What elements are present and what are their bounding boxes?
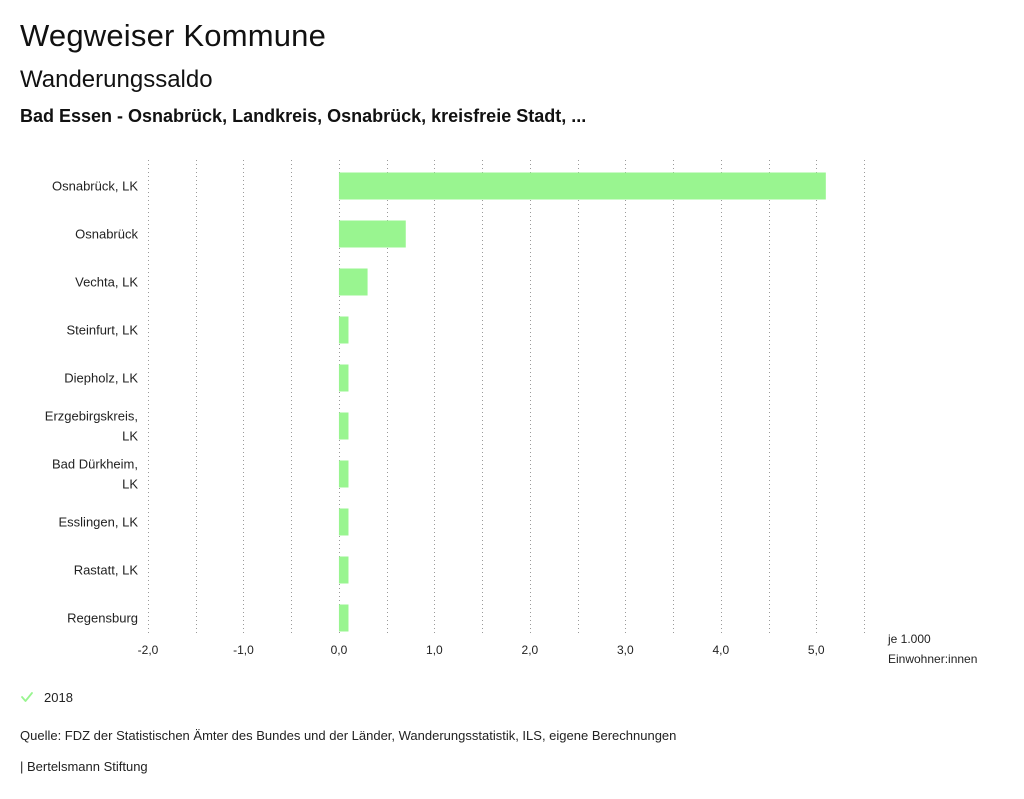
legend[interactable]: 2018 bbox=[20, 686, 73, 708]
region-selection: Bad Essen - Osnabrück, Landkreis, Osnabr… bbox=[20, 106, 587, 126]
source-note: Quelle: FDZ der Statistischen Ämter des … bbox=[20, 728, 677, 743]
x-tick-label: 5,0 bbox=[808, 643, 825, 657]
bar[interactable] bbox=[338, 508, 349, 536]
bar[interactable] bbox=[338, 172, 826, 200]
bar[interactable] bbox=[338, 268, 368, 296]
x-tick-label: 1,0 bbox=[426, 643, 443, 657]
bar[interactable] bbox=[338, 364, 349, 392]
category-label: Diepholz, LK bbox=[64, 371, 138, 386]
category-label: Osnabrück bbox=[75, 227, 138, 242]
category-label: Erzgebirgskreis, LK bbox=[45, 409, 139, 444]
category-label: Vechta, LK bbox=[75, 275, 138, 290]
bar[interactable] bbox=[338, 220, 406, 248]
category-label: Steinfurt, LK bbox=[66, 323, 138, 338]
bar[interactable] bbox=[338, 412, 349, 440]
category-label: Bad Dürkheim, LK bbox=[52, 457, 138, 492]
bar-layer bbox=[338, 172, 826, 632]
category-label-layer: Osnabrück, LK Osnabrück Vechta, LK Steinfur… bbox=[45, 179, 139, 626]
unit-label: je 1.000 Einwohner:innen bbox=[887, 632, 977, 666]
check-icon[interactable] bbox=[20, 690, 34, 704]
publisher-note: | Bertelsmann Stiftung bbox=[20, 759, 148, 774]
category-label: Regensburg bbox=[67, 611, 138, 626]
x-tick-label: 2,0 bbox=[522, 643, 539, 657]
bar[interactable] bbox=[338, 604, 349, 632]
x-tick-label: 4,0 bbox=[712, 643, 729, 657]
category-label: Rastatt, LK bbox=[74, 563, 139, 578]
category-label: Esslingen, LK bbox=[59, 515, 139, 530]
x-tick-label: 0,0 bbox=[331, 643, 348, 657]
x-tick-label: -1,0 bbox=[233, 643, 254, 657]
x-tick-label: 3,0 bbox=[617, 643, 634, 657]
bar[interactable] bbox=[338, 460, 349, 488]
bar[interactable] bbox=[338, 556, 349, 584]
chart-subtitle: Wanderungssaldo bbox=[20, 66, 213, 93]
grid-layer bbox=[148, 160, 865, 636]
bar-chart: Osnabrück, LK Osnabrück Vechta, LK Steinfur… bbox=[45, 160, 977, 666]
x-tick-label: -2,0 bbox=[138, 643, 159, 657]
legend-label: 2018 bbox=[44, 689, 73, 705]
bar[interactable] bbox=[338, 316, 349, 344]
category-label: Osnabrück, LK bbox=[52, 179, 138, 194]
tick-label-layer: -2,0 -1,0 0,0 1,0 2,0 3,0 4,0 5,0 bbox=[138, 643, 825, 657]
page-title: Wegweiser Kommune bbox=[20, 18, 327, 53]
unit-label-layer: je 1.000 Einwohner:innen bbox=[887, 632, 977, 666]
